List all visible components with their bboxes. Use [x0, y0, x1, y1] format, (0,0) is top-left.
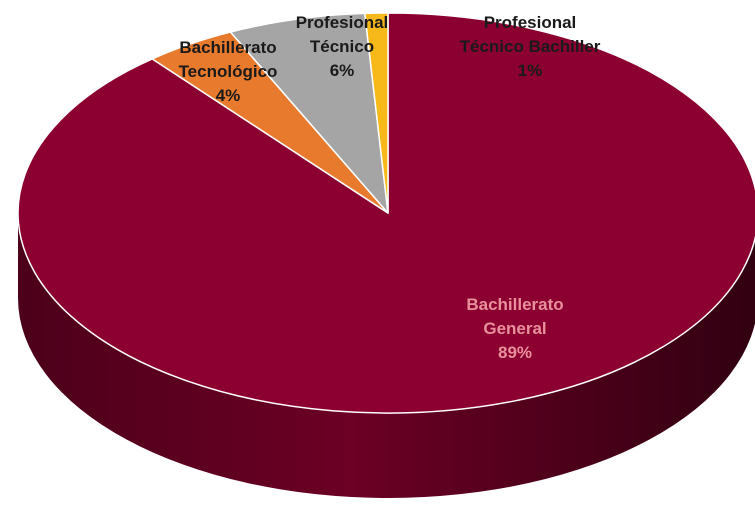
data-label-name-line: Profesional — [484, 13, 577, 32]
data-label-bachillerato-general: Bachillerato General 89% — [466, 295, 563, 362]
data-label-name-line: Profesional — [296, 13, 389, 32]
data-label-value: 6% — [330, 61, 355, 80]
data-label-name-line: Técnico Bachiller — [460, 37, 601, 56]
pie-slice-profesional-t-cnico-bachiller — [364, 12, 389, 214]
data-label-name-line: Bachillerato — [179, 38, 276, 57]
data-label-profesional-t-cnico-bachiller: Profesional Técnico Bachiller 1% — [460, 13, 601, 80]
data-label-name-line: Tecnológico — [179, 62, 278, 81]
data-label-bachillerato-tecnol-gico: Bachillerato Tecnológico 4% — [179, 38, 278, 105]
pie-slice-profesional-t-cnico — [229, 12, 389, 214]
data-label-name-line: Técnico — [310, 37, 374, 56]
pie-label-layer: Bachillerato General 89% Bachillerato Tecnol… — [179, 13, 601, 362]
pie-slice-bachillerato-general — [17, 12, 755, 414]
data-label-value: 89% — [498, 343, 532, 362]
pie-side-bachillerato-general — [18, 213, 755, 498]
data-label-name-line: Bachillerato — [466, 295, 563, 314]
pie-top-layer — [17, 12, 755, 414]
pie-side-layer — [18, 213, 755, 498]
data-label-value: 4% — [216, 86, 241, 105]
data-label-profesional-t-cnico: Profesional Técnico 6% — [296, 13, 389, 80]
data-label-name-line: General — [483, 319, 546, 338]
data-label-value: 1% — [518, 61, 543, 80]
